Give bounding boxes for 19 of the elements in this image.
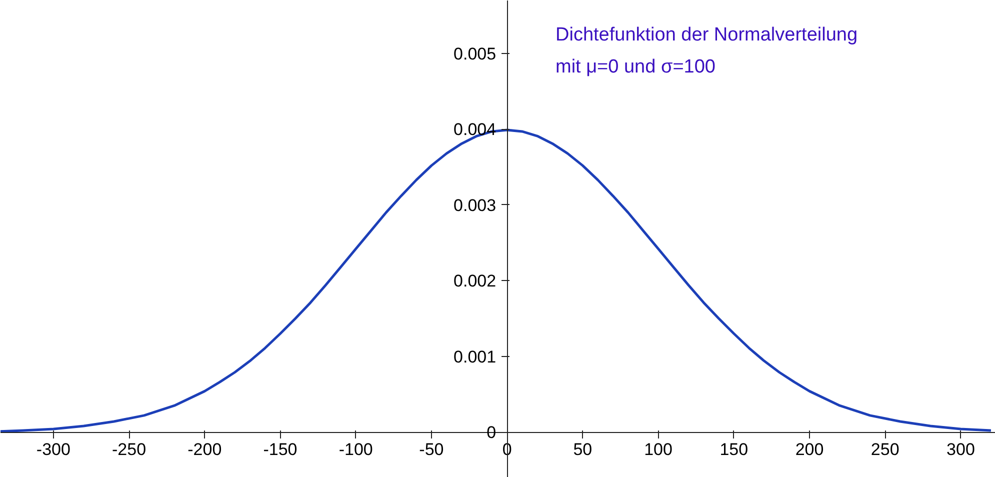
annotation: Dichtefunktion der Normalverteilung — [556, 24, 858, 46]
y-tick-label: 0.005 — [454, 44, 496, 64]
x-tick-label: 300 — [946, 440, 975, 460]
y-tick-label: 0.002 — [454, 272, 496, 291]
x-tick-label: -100 — [338, 440, 373, 460]
x-tick-label: 50 — [573, 440, 592, 460]
x-tick-label: 200 — [795, 440, 824, 460]
x-tick-label: 150 — [720, 440, 748, 460]
annotation: mit μ=0 und σ=100 — [556, 56, 716, 78]
x-tick-label: -300 — [36, 440, 70, 460]
y-tick-label: 0.001 — [454, 347, 496, 366]
x-tick-label: -150 — [263, 440, 298, 460]
x-tick-label: 100 — [644, 440, 672, 460]
y-tick-label: 0.003 — [454, 196, 496, 215]
x-tick-label: -200 — [188, 440, 222, 460]
x-tick-label: 250 — [870, 440, 900, 460]
y-tick-label: 0.004 — [454, 120, 496, 140]
x-tick-label: -250 — [112, 440, 146, 460]
x-tick-label: -50 — [419, 440, 444, 460]
